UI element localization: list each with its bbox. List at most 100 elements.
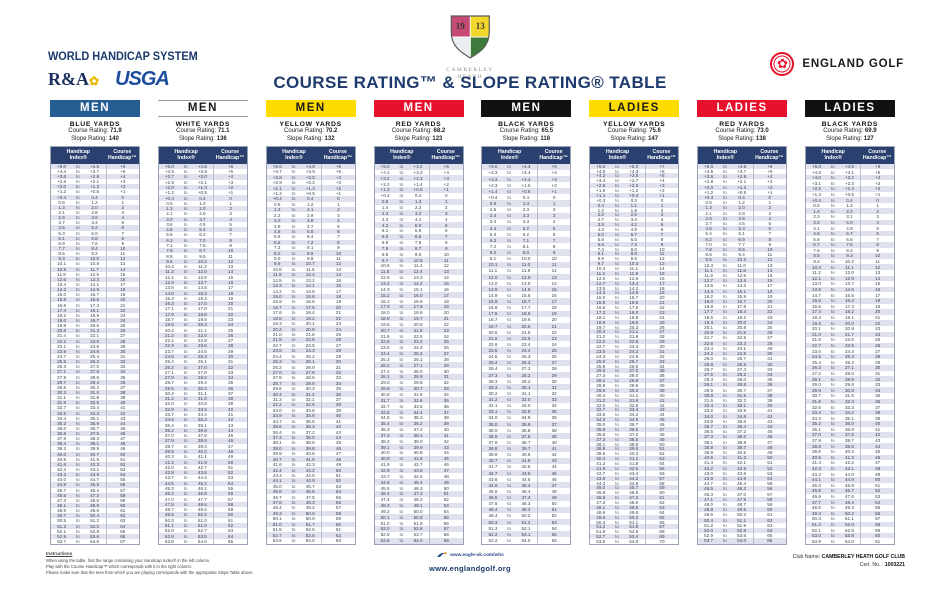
handicap-row: 47.1 to 47.9 58: [698, 496, 787, 502]
handicap-row: 5.5 to 6.2 7: [159, 232, 247, 238]
course-handicap-value: 37: [105, 384, 139, 390]
handicap-row: 40.7 to 41.6 43: [482, 457, 571, 464]
handicap-row: 15.0 to 15.8 18: [266, 293, 355, 300]
course-handicap-value: 56: [536, 537, 570, 544]
course-handicap-value: 10: [213, 248, 246, 254]
handicap-row: 30.4 to 31.2 36: [266, 391, 355, 397]
course-handicap-value: 50: [536, 500, 570, 507]
handicap-index-from: 32.0: [596, 402, 606, 408]
handicap-index-to: 2.9: [307, 212, 314, 218]
to-word: to: [183, 380, 188, 386]
to-word: to: [183, 412, 188, 418]
handicap-index-to: 10.0: [90, 256, 100, 262]
course-handicap-value: 21: [752, 304, 786, 310]
rating-column: MEN WHITE YARDS Course Rating: 71.1 Slop…: [157, 100, 248, 545]
handicap-index-to: +0.5: [737, 189, 747, 195]
handicap-index-to: 8.7: [199, 248, 206, 254]
handicap-index-from: 40.5: [811, 454, 821, 460]
rating-column: LADIES BLACK YARDS Course Rating: 69.9 S…: [804, 100, 895, 545]
handicap-row: +4.7 to +3.9 +5: [267, 169, 355, 175]
course-handicap-value: +1: [213, 190, 246, 196]
handicap-index-to: 47.7: [197, 496, 207, 502]
handicap-row: 12.7 to 13.4 17: [590, 281, 679, 286]
handicap-row: 48.7 to 49.4 59: [159, 506, 247, 513]
handicap-index-from: 34.5: [380, 415, 390, 421]
handicap-index-from: +3.4: [596, 178, 606, 184]
handicap-table: Handicap Index® Course Handicap™ +5.0 to +4.…: [481, 146, 572, 545]
handicap-index-to: 6.8: [414, 234, 422, 240]
course-handicap-value: 47: [536, 482, 570, 489]
handicap-index-from: 30.3: [57, 389, 67, 395]
course-handicap-value: 35: [644, 368, 678, 373]
table-rows: +5.0 to +4.9 +6 +4.8 to +4.1 +5 +4.0 to +3.2 +4 +3.1…: [805, 163, 894, 545]
handicap-index-to: 3.7: [199, 216, 206, 222]
handicap-index-from: 49.6: [704, 512, 714, 518]
handicap-index-to: 35.7: [629, 422, 639, 427]
handicap-index-to: 49.2: [305, 505, 315, 511]
handicap-row: 31.2 to 32.0 33: [482, 396, 571, 403]
handicap-index-to: 48.0: [629, 500, 639, 505]
handicap-index-from: 44.6: [488, 482, 498, 488]
course-handicap-value: 46: [429, 461, 462, 468]
handicap-index-from: +5.0: [811, 163, 821, 169]
handicap-index-to: 39.5: [629, 446, 639, 452]
handicap-index-from: 27.9: [57, 374, 67, 380]
course-handicap-value: 0: [536, 194, 570, 201]
handicap-row: 51.3 to 52.0 64: [51, 523, 139, 529]
handicap-row: +1.2 to +0.5 +1: [267, 190, 355, 197]
handicap-index-to: 48.8: [629, 504, 639, 510]
to-word: to: [507, 341, 512, 347]
handicap-index-to: 6.5: [630, 236, 637, 242]
to-word: to: [722, 345, 727, 351]
handicap-row: 52.0 to 52.7 63: [159, 528, 247, 534]
course-handicap-value: 22: [752, 309, 786, 315]
handicap-index-to: 35.5: [305, 418, 315, 424]
handicap-row: 21.6 to 22.5 23: [482, 335, 571, 342]
to-word: to: [507, 329, 512, 335]
handicap-row: 32.9 to 33.6 40: [158, 406, 247, 412]
course-handicap-value: +3: [105, 179, 139, 185]
course-handicap-value: 51: [860, 482, 893, 489]
course-rating-line: Course Rating: 73.0: [715, 128, 769, 134]
handicap-index-to: 33.8: [305, 407, 315, 413]
handicap-row: 11.9 to 12.6 15: [698, 272, 786, 279]
handicap-index-from: 12.6: [57, 276, 67, 282]
handicap-index-to: +0.5: [90, 189, 100, 195]
course-handicap-value: 54: [105, 472, 139, 478]
to-word: to: [183, 454, 188, 460]
handicap-index-from: +2.3: [488, 182, 498, 188]
handicap-index-from: 8.2: [489, 250, 497, 255]
handicap-index-to: 52.9: [844, 527, 854, 533]
handicap-row: 43.7 to 44.4 53: [159, 475, 247, 481]
to-word: to: [830, 533, 835, 539]
handicap-index-from: 30.4: [164, 390, 174, 396]
handicap-index-to: 28.0: [413, 368, 423, 374]
handicap-index-from: 15.0: [57, 292, 67, 298]
handicap-row: +5.0 to +5.0 +7: [590, 164, 679, 169]
course-handicap-value: 22: [860, 320, 893, 326]
course-handicap-value: 34: [105, 369, 139, 375]
handicap-index-from: 2.1: [166, 211, 173, 217]
handicap-index-from: +1.2: [164, 190, 174, 196]
handicap-index-from: +3.7: [164, 174, 174, 180]
handicap-index-from: 44.5: [164, 480, 174, 486]
handicap-index-to: 16.9: [413, 298, 423, 304]
handicap-index-from: 30.2: [488, 390, 498, 396]
to-word: to: [507, 482, 512, 488]
to-word: to: [399, 532, 404, 538]
course-handicap-value: 42: [321, 423, 354, 430]
handicap-index-from: 41.9: [596, 465, 606, 471]
handicap-index-to: 32.8: [197, 401, 207, 407]
to-word: to: [183, 528, 188, 534]
handicap-index-from: 13.4: [380, 280, 390, 286]
course-handicap-value: 27: [429, 350, 462, 357]
course-rating-line: Course Rating: 68.2: [391, 128, 446, 134]
to-word: to: [507, 525, 512, 531]
handicap-index-to: 25.2: [413, 351, 423, 357]
handicap-index-from: 48.9: [596, 509, 606, 515]
handicap-index-to: 41.8: [413, 456, 423, 462]
handicap-index-to: 43.1: [90, 467, 100, 473]
course-handicap-value: 26: [213, 332, 246, 338]
to-word: to: [615, 529, 619, 535]
to-word: to: [722, 444, 727, 450]
